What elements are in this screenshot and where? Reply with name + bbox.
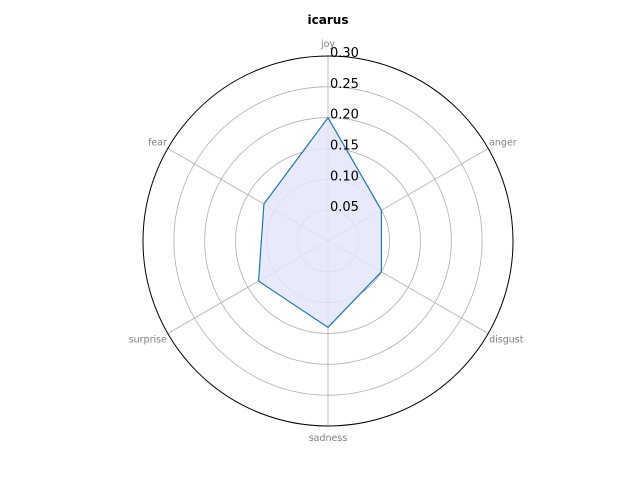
chart-title: icarus	[308, 13, 349, 27]
axis-label-fear: fear	[148, 138, 167, 149]
r-tick-label: 0.20	[330, 108, 359, 123]
series-polygon	[257, 116, 382, 329]
r-tick-label: 0.10	[330, 169, 359, 184]
r-tick-label: 0.30	[330, 46, 359, 61]
axis-label-disgust: disgust	[489, 335, 524, 346]
radar-grid	[142, 55, 514, 427]
r-tick-label: 0.05	[330, 200, 359, 215]
polar-frame	[142, 55, 514, 427]
radar-series	[257, 116, 382, 329]
r-tick-label: 0.15	[330, 139, 359, 154]
axis-label-anger: anger	[489, 138, 517, 149]
r-tick-label: 0.25	[330, 77, 359, 92]
axis-label-sadness: sadness	[309, 433, 348, 444]
axis-label-surprise: surprise	[129, 335, 167, 346]
axis-label-joy: joy	[320, 39, 335, 50]
radial-tick-labels: 0.05 0.10 0.15 0.20 0.25 0.30	[330, 46, 359, 215]
axis-labels: joy anger disgust sadness surprise fear	[129, 39, 524, 444]
